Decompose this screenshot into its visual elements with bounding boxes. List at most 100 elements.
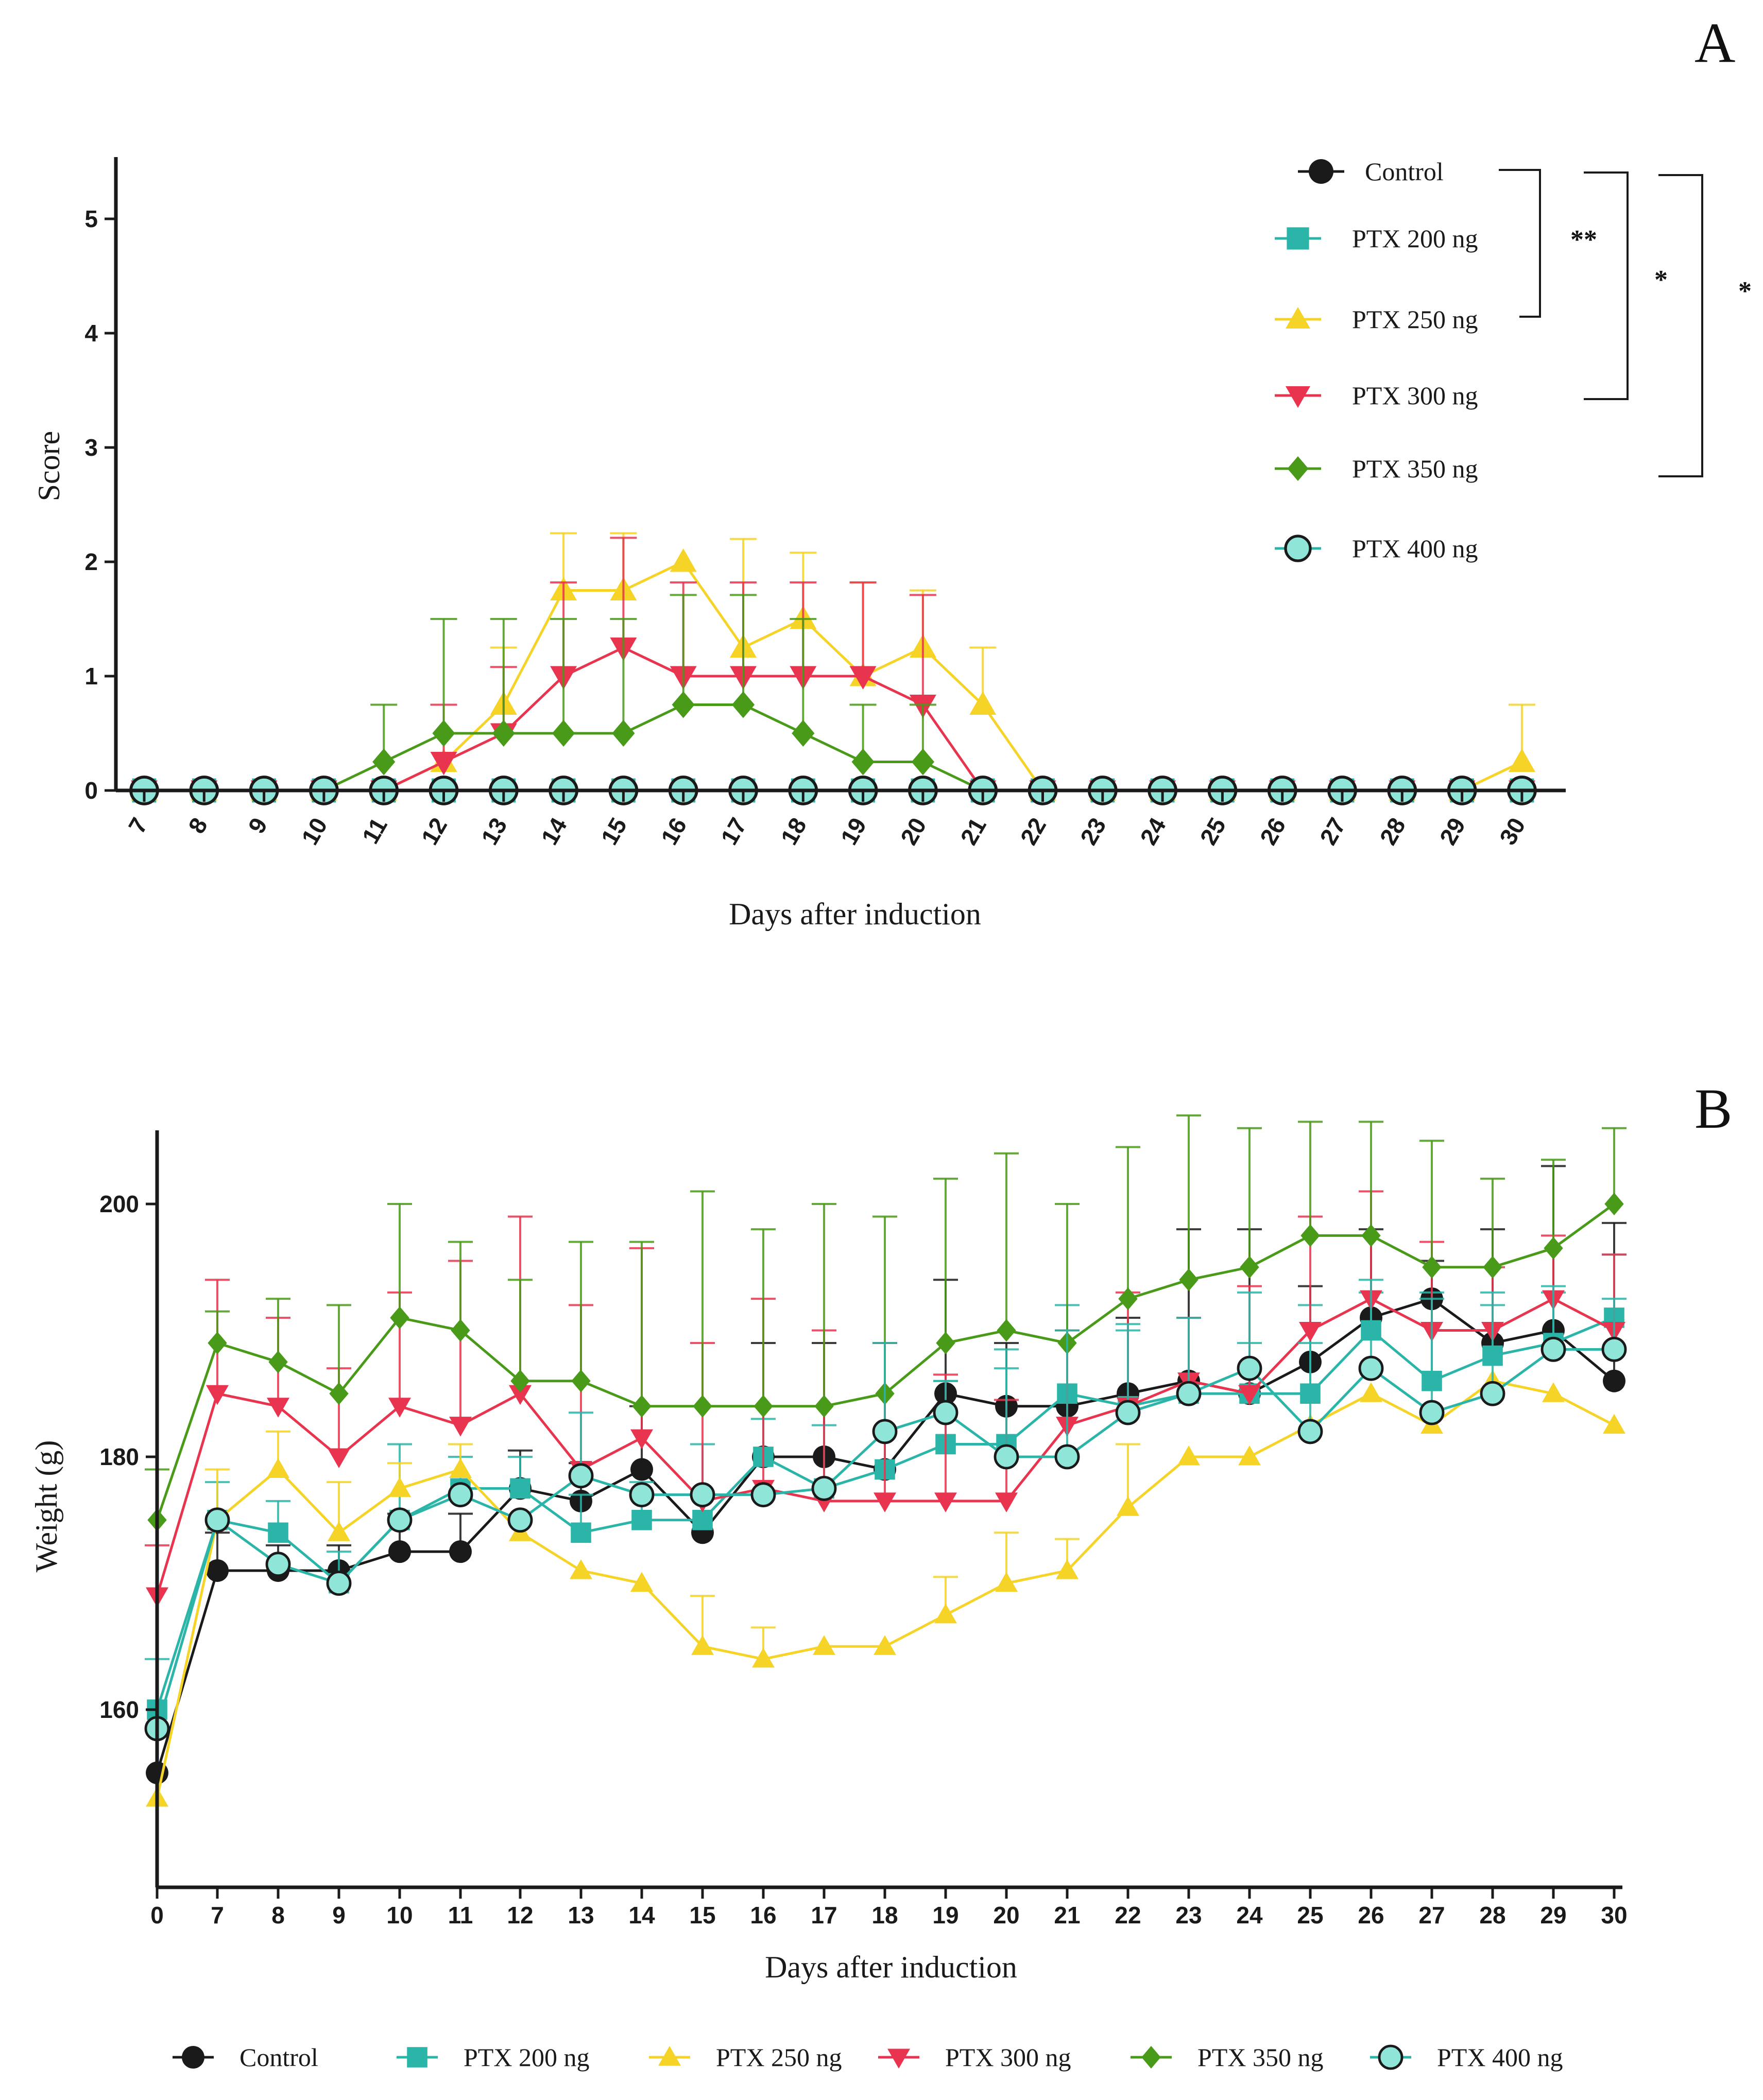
data-point-ptx-200-ng <box>510 1478 530 1499</box>
data-point-ptx-350-ng <box>1544 1236 1563 1260</box>
x-tick-label: 22 <box>1115 1902 1141 1929</box>
data-point-ptx-300-ng <box>430 752 457 776</box>
data-point-ptx-400-ng <box>265 1552 291 1577</box>
legend-item-ptx-200-ng: PTX 200 ng <box>1275 224 1478 253</box>
data-point-ptx-350-ng <box>432 720 455 747</box>
data-point-ptx-400-ng <box>1541 1336 1566 1362</box>
series-ptx-300-ng <box>131 537 1535 804</box>
y-tick-label: 0 <box>84 777 98 804</box>
x-tick-label: 18 <box>871 1902 898 1929</box>
legend-item-ptx-250-ng: PTX 250 ng <box>649 2043 842 2072</box>
data-point-ptx-250-ng <box>388 1477 411 1497</box>
data-point-ptx-350-ng <box>672 691 695 718</box>
legend-marker-ptx-250-ng <box>1286 307 1310 329</box>
x-tick-label: 17 <box>811 1902 837 1929</box>
x-tick-label: 24 <box>1135 813 1171 850</box>
x-tick-label: 21 <box>955 813 991 849</box>
x-tick-label: 10 <box>386 1902 413 1929</box>
legend-item-control: Control <box>173 2043 318 2072</box>
data-point-ptx-350-ng <box>208 1332 227 1355</box>
data-point-ptx-400-ng <box>1237 1355 1262 1381</box>
data-point-ptx-350-ng <box>997 1319 1016 1342</box>
data-point-ptx-300-ng <box>328 1448 350 1468</box>
data-point-ptx-400-ng <box>933 1400 958 1425</box>
x-tick-label: 0 <box>150 1902 164 1929</box>
bracket-control-vs-300 <box>1584 171 1629 400</box>
score-x-axis-label: Days after induction <box>729 897 981 931</box>
data-point-ptx-400-ng <box>1480 1381 1505 1406</box>
data-point-ptx-400-ng <box>994 1444 1019 1470</box>
data-point-ptx-350-ng <box>693 1395 712 1418</box>
series-ptx-400-ng <box>144 1279 1627 1742</box>
x-tick-label: 29 <box>1434 813 1471 849</box>
x-tick-label: 30 <box>1601 1902 1627 1929</box>
data-point-ptx-300-ng <box>995 1492 1018 1512</box>
x-tick-label: 18 <box>775 813 812 849</box>
legend-marker-ptx-300-ng <box>1286 386 1310 408</box>
data-point-ptx-400-ng <box>750 1482 776 1508</box>
x-tick-label: 9 <box>243 813 272 838</box>
data-point-ptx-250-ng <box>630 1572 653 1592</box>
x-tick-label: 9 <box>332 1902 346 1929</box>
data-point-ptx-300-ng <box>630 1429 653 1450</box>
x-tick-label: 15 <box>689 1902 715 1929</box>
data-point-ptx-350-ng <box>1240 1255 1259 1279</box>
x-tick-label: 7 <box>211 1902 224 1929</box>
legend-label: PTX 250 ng <box>1352 305 1478 334</box>
data-point-ptx-350-ng <box>731 691 755 718</box>
data-point-ptx-350-ng <box>390 1306 409 1329</box>
x-tick-label: 8 <box>271 1902 285 1929</box>
legend-item-ptx-350-ng: PTX 350 ng <box>1131 2043 1323 2072</box>
data-point-ptx-400-ng <box>690 1482 715 1508</box>
x-tick-label: 10 <box>296 813 333 849</box>
significance-label-1: ** <box>1570 225 1597 254</box>
data-point-ptx-250-ng <box>691 1635 714 1655</box>
x-tick-label: 12 <box>507 1902 533 1929</box>
y-tick-label: 200 <box>99 1191 139 1217</box>
legend-label: PTX 200 ng <box>1352 224 1478 253</box>
legend-item-ptx-400-ng: PTX 400 ng <box>1275 534 1478 563</box>
data-point-ptx-350-ng <box>936 1332 955 1355</box>
data-point-ptx-300-ng <box>206 1385 229 1405</box>
data-point-ptx-250-ng <box>267 1458 289 1478</box>
legend-label: PTX 250 ng <box>716 2043 842 2072</box>
weight-legend: Control PTX 200 ng PTX 250 ng PTX 300 ng PTX… <box>173 2043 1563 2072</box>
legend-item-ptx-250-ng: PTX 250 ng <box>1275 305 1478 334</box>
x-tick-label: 23 <box>1175 1902 1202 1929</box>
legend-marker-ptx-250-ng <box>658 2046 681 2066</box>
x-tick-label: 13 <box>476 813 512 849</box>
legend-marker-control <box>1309 159 1333 184</box>
data-point-ptx-400-ng <box>1358 1355 1384 1381</box>
panel-a-label: A <box>1694 11 1735 74</box>
x-tick-label: 24 <box>1236 1902 1263 1929</box>
data-point-ptx-400-ng <box>326 1571 352 1596</box>
legend-marker-ptx-200-ng <box>407 2047 427 2068</box>
y-tick-label: 160 <box>99 1696 139 1723</box>
legend-label: PTX 350 ng <box>1352 454 1478 483</box>
data-point-ptx-200-ng <box>692 1509 713 1530</box>
legend-label: PTX 400 ng <box>1352 534 1478 563</box>
significance-brackets: ** * * <box>1499 169 1752 477</box>
data-point-ptx-400-ng <box>1115 1400 1141 1425</box>
data-point-ptx-200-ng <box>268 1522 288 1543</box>
legend-marker-ptx-350-ng <box>1141 2046 1161 2069</box>
data-point-ptx-200-ng <box>571 1522 591 1543</box>
legend-label: PTX 300 ng <box>945 2043 1071 2072</box>
data-point-ptx-400-ng <box>568 1463 594 1489</box>
x-tick-label: 19 <box>932 1902 958 1929</box>
data-point-ptx-250-ng <box>570 1559 592 1579</box>
legend-label: PTX 350 ng <box>1197 2043 1323 2072</box>
data-point-ptx-300-ng <box>934 1492 957 1512</box>
data-point-ptx-350-ng <box>851 748 875 776</box>
data-point-ptx-400-ng <box>1297 1419 1323 1444</box>
x-tick-label: 28 <box>1479 1902 1505 1929</box>
data-point-ptx-400-ng <box>1601 1336 1627 1362</box>
data-point-ptx-400-ng <box>1419 1400 1445 1425</box>
data-point-ptx-250-ng <box>1177 1445 1200 1466</box>
data-point-ptx-350-ng <box>1300 1224 1320 1247</box>
x-tick-label: 23 <box>1075 813 1111 849</box>
data-point-ptx-350-ng <box>612 720 635 747</box>
legend-marker-ptx-200-ng <box>1287 227 1309 250</box>
x-tick-label: 27 <box>1418 1902 1445 1929</box>
legend-item-ptx-300-ng: PTX 300 ng <box>1275 381 1478 410</box>
